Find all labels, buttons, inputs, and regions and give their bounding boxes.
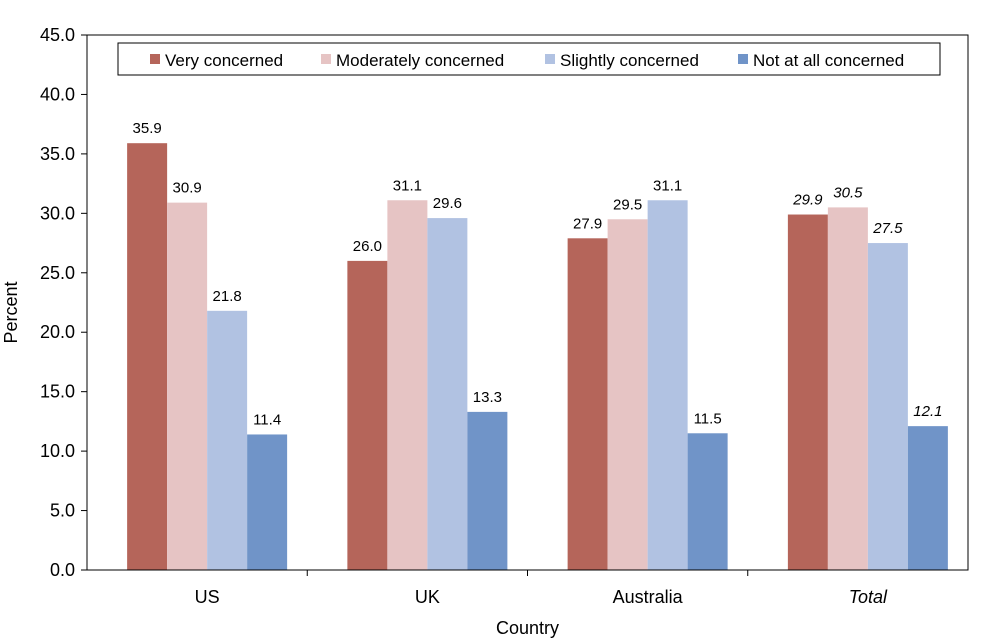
x-axis-ticks: US UK Australia Total (195, 570, 888, 607)
y-tick-label: 35.0 (40, 144, 75, 164)
x-tick-label: Total (849, 587, 888, 607)
x-tick-label: Australia (613, 587, 684, 607)
data-label: 26.0 (353, 238, 382, 255)
legend-label: Moderately concerned (336, 51, 504, 70)
data-label: 11.5 (694, 410, 722, 427)
legend-box (117, 42, 941, 76)
bar-moderately-concerned-us (167, 202, 208, 570)
y-axis-ticks: 0.0 5.0 10.0 15.0 20.0 25.0 30.0 35.0 40.0 45.0 (40, 25, 87, 580)
bar-moderately-concerned-uk (387, 200, 428, 570)
x-axis-title: Country (496, 618, 559, 638)
y-tick-label: 20.0 (40, 322, 75, 342)
legend-swatch (321, 54, 331, 64)
y-tick-label: 5.0 (50, 501, 75, 521)
legend: Very concerned Moderately concerned Slight… (117, 42, 941, 76)
bar-slightly-concerned-australia (647, 200, 688, 570)
bar-slightly-concerned-us (207, 310, 248, 570)
data-label: 11.4 (253, 411, 281, 428)
data-label: 12.1 (913, 403, 942, 420)
legend-swatch (738, 54, 748, 64)
data-label: 13.3 (473, 389, 502, 406)
data-label: 31.1 (653, 177, 682, 194)
legend-label: Not at all concerned (753, 51, 904, 70)
y-tick-label: 30.0 (40, 203, 75, 223)
bar-not-at-all-concerned-uk (467, 411, 508, 570)
x-tick-label: UK (415, 587, 440, 607)
plot-area-border (86, 34, 969, 571)
data-label: 35.9 (133, 120, 162, 137)
bar-slightly-concerned-uk (427, 218, 468, 571)
bar-moderately-concerned-total (827, 207, 868, 570)
data-label: 29.5 (613, 196, 642, 213)
data-label: 27.5 (872, 220, 903, 237)
bar-not-at-all-concerned-total (907, 426, 948, 570)
data-label: 30.9 (173, 180, 202, 197)
data-labels: 35.9 30.9 21.8 11.4 26.0 31.1 29.6 13.3 27.9 29.5… (133, 120, 943, 428)
legend-swatch (150, 54, 160, 64)
x-tick-label: US (195, 587, 220, 607)
data-label: 27.9 (573, 215, 602, 232)
y-tick-label: 25.0 (40, 263, 75, 283)
bar-series (127, 143, 948, 571)
y-tick-label: 10.0 (40, 441, 75, 461)
bar-very-concerned-total (787, 214, 828, 570)
y-tick-label: 40.0 (40, 84, 75, 104)
data-label: 29.6 (433, 195, 462, 212)
bar-slightly-concerned-total (867, 243, 908, 571)
legend-label: Slightly concerned (560, 51, 699, 70)
data-label: 30.5 (833, 184, 863, 201)
y-tick-label: 15.0 (40, 382, 75, 402)
bar-very-concerned-australia (567, 238, 608, 571)
bar-moderately-concerned-australia (607, 219, 648, 570)
data-label: 31.1 (393, 177, 422, 194)
data-label: 21.8 (213, 288, 242, 305)
bar-very-concerned-uk (347, 260, 388, 570)
bar-not-at-all-concerned-australia (687, 433, 728, 570)
bar-very-concerned-us (127, 143, 168, 570)
y-tick-label: 0.0 (50, 560, 75, 580)
legend-swatch (545, 54, 555, 64)
bar-not-at-all-concerned-us (247, 434, 288, 570)
y-tick-label: 45.0 (40, 25, 75, 45)
y-axis-title: Percent (1, 281, 21, 343)
data-label: 29.9 (792, 192, 823, 209)
legend-label: Very concerned (165, 51, 283, 70)
